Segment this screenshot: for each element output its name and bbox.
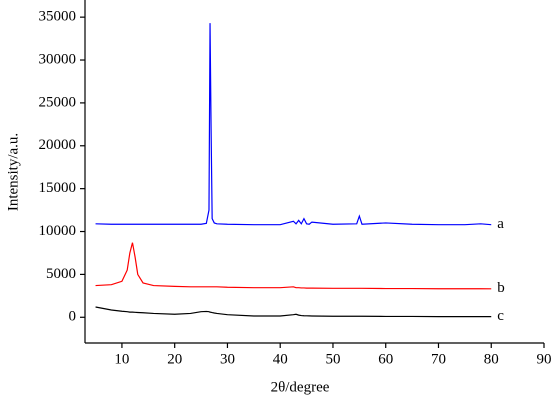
series-label: c (497, 308, 504, 324)
y-tick-label: 20000 (39, 137, 77, 153)
x-tick-label: 10 (114, 351, 129, 367)
x-tick-label: 90 (537, 351, 552, 367)
y-axis-label: Intensity/a.u. (5, 133, 21, 211)
x-tick-label: 20 (167, 351, 182, 367)
y-tick-label: 35000 (39, 9, 77, 25)
x-tick-label: 80 (484, 351, 499, 367)
y-tick-label: 10000 (39, 223, 77, 239)
y-tick-label: 30000 (39, 51, 77, 67)
series-line (95, 23, 492, 226)
x-tick-label: 40 (273, 351, 288, 367)
y-tick-label: 0 (69, 309, 77, 325)
x-axis-label: 2θ/degree (271, 379, 330, 395)
x-tick-label: 30 (220, 351, 235, 367)
series-line (95, 306, 492, 318)
x-tick-label: 50 (325, 351, 340, 367)
series-label: a (497, 216, 504, 232)
x-tick-label: 70 (431, 351, 446, 367)
series-line (95, 242, 492, 290)
y-tick-label: 15000 (39, 180, 77, 196)
y-tick-label: 25000 (39, 94, 77, 110)
series-label: b (497, 280, 505, 296)
y-tick-label: 5000 (46, 266, 76, 282)
x-tick-label: 60 (378, 351, 393, 367)
